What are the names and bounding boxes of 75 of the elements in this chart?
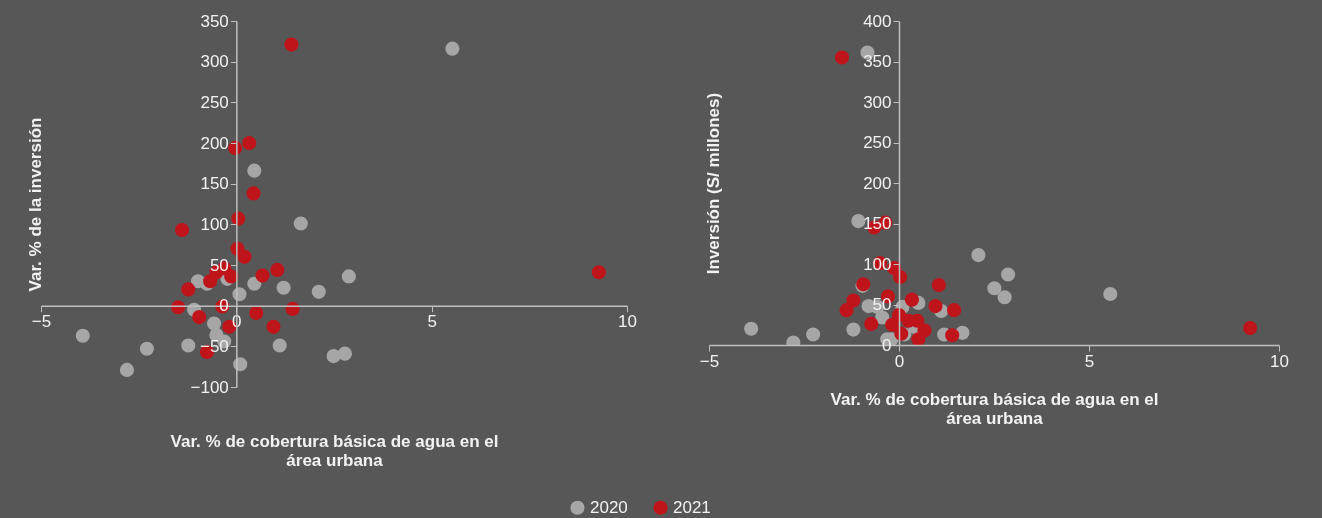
point [284,37,299,52]
legend-label: 2020 [590,497,628,517]
y-tick-label: 250 [863,133,892,152]
legend-label: 2021 [673,497,711,517]
x-axis-title: Var. % de cobertura básica de agua en el área urbana [170,431,499,470]
point [911,332,926,345]
point [192,310,207,325]
point [337,346,353,361]
point [341,269,356,284]
y-tick-label: 300 [863,92,892,112]
y-tick-label: 50 [209,255,229,275]
point [834,50,850,65]
y-tick-label: 150 [863,214,892,233]
point [1243,320,1258,336]
point [846,322,861,337]
point [971,248,986,263]
point [885,317,900,332]
point [181,338,196,353]
y-tick-label: −50 [199,336,229,356]
y-tick-label: 250 [200,92,229,112]
point [910,313,925,328]
point [928,299,943,314]
point [1103,286,1118,302]
x-tick-label: 5 [427,312,437,332]
x-tick-label: 0 [894,351,905,371]
point [445,41,460,56]
point [246,186,261,201]
y-tick-label: 100 [863,254,892,274]
point [247,163,262,178]
y-tick-label: 350 [200,11,229,31]
point [947,303,962,318]
point [174,222,190,238]
point [255,268,270,283]
point [864,316,879,331]
point [931,278,946,293]
point [293,216,308,231]
point [75,328,90,343]
point [249,305,264,321]
point [203,274,218,289]
point [242,135,257,151]
x-tick-label: 5 [1084,351,1095,371]
y-tick-label: 200 [863,173,892,193]
y-tick-label: 200 [200,133,229,153]
point [997,290,1012,305]
point [272,338,287,353]
y-tick-label: −100 [190,377,229,397]
point [139,341,154,356]
point [806,327,821,342]
x-tick-label: 10 [618,312,637,332]
point [181,282,196,297]
point [893,269,908,285]
y-tick-label: 300 [200,52,229,72]
y-tick-label: 350 [863,52,892,71]
x-tick-label: −5 [699,351,720,371]
point [987,281,1002,296]
point [839,303,854,318]
point [266,319,281,334]
y-axis-title: Var. % de la inversión [26,117,46,292]
point [270,262,285,277]
y-tick-label: 400 [863,11,892,31]
point [119,362,135,377]
point [945,328,960,343]
point [591,265,606,280]
point [311,284,326,299]
point [744,321,759,336]
y-tick-label: 150 [200,174,229,194]
y-tick-label: 100 [200,214,229,234]
x-tick-label: −5 [31,312,52,332]
x-tick-label: 10 [1270,351,1289,371]
x-axis-title: Var. % de cobertura básica de agua en el área urbana [830,389,1159,428]
point [904,292,919,307]
point [237,249,252,264]
y-axis-title: Inversión (S/ millones) [704,92,724,275]
point [276,280,291,295]
point [1000,267,1016,282]
